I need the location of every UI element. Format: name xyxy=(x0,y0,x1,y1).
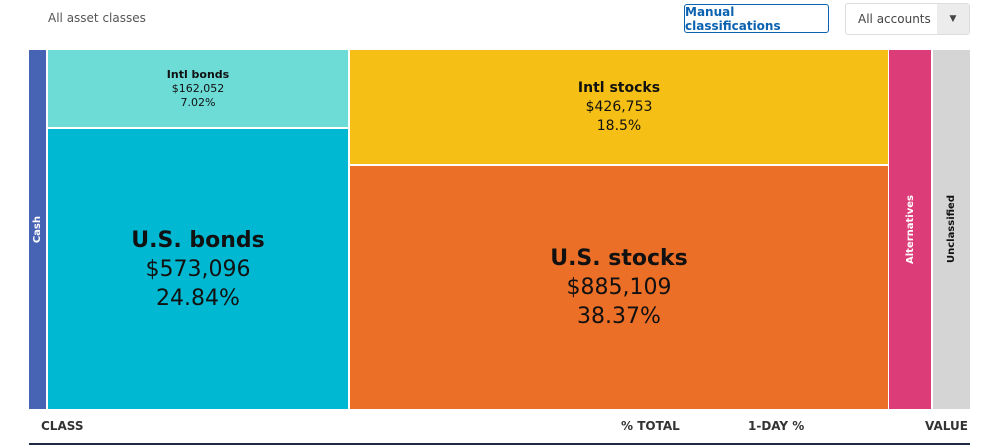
tile-alternatives[interactable]: Alternatives xyxy=(889,50,931,409)
tile-intl-bonds[interactable]: Intl bonds $162,052 7.02% xyxy=(48,50,348,127)
tile-unclassified[interactable]: Unclassified xyxy=(933,50,970,409)
tile-us-bonds[interactable]: U.S. bonds $573,096 24.84% xyxy=(48,129,348,409)
tile-cash[interactable]: Cash xyxy=(29,50,46,409)
column-header-class[interactable]: CLASS xyxy=(41,419,84,433)
column-header-value[interactable]: VALUE xyxy=(925,419,968,433)
tile-intl-stocks[interactable]: Intl stocks $426,753 18.5% xyxy=(350,50,888,164)
column-header-1-day-percent[interactable]: 1-DAY % xyxy=(748,419,805,433)
manual-classifications-button[interactable]: Manual classifications xyxy=(684,4,829,33)
tile-us-stocks[interactable]: U.S. stocks $885,109 38.37% xyxy=(350,166,888,409)
accounts-select-value: All accounts xyxy=(858,12,931,26)
table-divider xyxy=(29,443,970,445)
column-header-percent-total[interactable]: % TOTAL xyxy=(621,419,680,433)
subtitle: All asset classes xyxy=(48,11,146,25)
caret-down-icon[interactable]: ▼ xyxy=(937,4,969,34)
accounts-select[interactable]: All accounts ▼ xyxy=(845,3,970,35)
